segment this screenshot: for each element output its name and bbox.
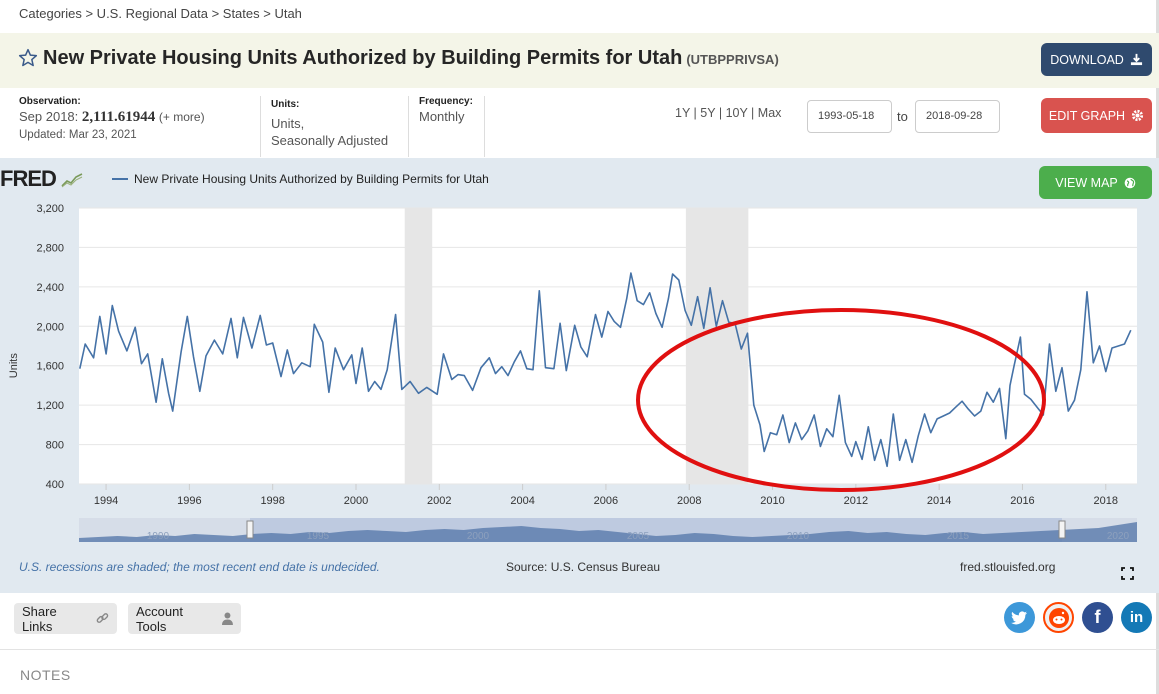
x-tick-label: 2016 — [1010, 495, 1034, 507]
y-tick-label: 2,800 — [36, 242, 64, 254]
y-tick-label: 1,600 — [36, 361, 64, 373]
updated-date: Updated: Mar 23, 2021 — [19, 129, 137, 141]
range-10y[interactable]: 10Y — [725, 106, 748, 120]
fred-url[interactable]: fred.stlouisfed.org — [960, 560, 1056, 574]
notes-divider — [0, 649, 1159, 650]
legend-swatch — [112, 178, 128, 180]
observation-period: Sep 2018: — [19, 109, 79, 124]
x-tick-label: 2002 — [427, 495, 451, 507]
navigator-year-label: 1995 — [307, 531, 330, 542]
title-text: New Private Housing Units Authorized by … — [43, 47, 683, 69]
x-tick-label: 2014 — [927, 495, 951, 507]
chart-legend: New Private Housing Units Authorized by … — [112, 172, 489, 186]
y-tick-label: 3,200 — [36, 203, 64, 215]
range-max[interactable]: Max — [757, 106, 782, 120]
account-tools-label: Account Tools — [136, 603, 183, 634]
units-line2: Seasonally Adjusted — [271, 133, 389, 148]
to-label: to — [897, 109, 908, 124]
fred-logo: FRED — [0, 166, 83, 192]
x-tick-label: 1998 — [260, 495, 284, 507]
recession-band — [404, 208, 433, 484]
observation-block: Observation: Sep 2018: 2,111.61944 (+ mo… — [19, 96, 205, 141]
plot-area — [79, 208, 1137, 484]
start-date-input[interactable]: 1993-05-18 — [807, 100, 892, 133]
title-bar — [0, 33, 1159, 88]
view-map-label: VIEW MAP — [1055, 175, 1118, 190]
gear-icon — [1132, 109, 1144, 122]
account-tools-button[interactable]: Account Tools — [128, 603, 241, 634]
range-navigator[interactable]: 1990 1995 2000 2005 2010 2015 2020 — [0, 516, 1159, 546]
legend-label: New Private Housing Units Authorized by … — [134, 172, 489, 186]
frequency-label: Frequency: — [419, 96, 473, 107]
x-tick-label: 2008 — [677, 495, 701, 507]
y-tick-label: 1,200 — [36, 400, 64, 412]
x-tick-label: 2018 — [1094, 495, 1118, 507]
navigator-handle-right[interactable] — [1058, 520, 1066, 539]
units-line1: Units, — [271, 116, 305, 131]
user-icon — [222, 612, 233, 625]
y-tick-label: 2,400 — [36, 282, 64, 294]
recession-note: U.S. recessions are shaded; the most rec… — [19, 560, 380, 574]
x-tick-label: 1994 — [94, 495, 118, 507]
star-icon[interactable] — [18, 48, 38, 68]
x-tick-label: 2000 — [344, 495, 368, 507]
navigator-year-label: 1990 — [147, 531, 170, 542]
series-id: (UTBPPRIVSA) — [686, 52, 779, 67]
page-title: New Private Housing Units Authorized by … — [43, 47, 779, 70]
share-links-label: Share Links — [22, 603, 57, 634]
y-tick-label: 800 — [46, 440, 64, 452]
end-date-input[interactable]: 2018-09-28 — [915, 100, 1000, 133]
observation-label: Observation: — [19, 96, 81, 107]
navigator-year-label: 2010 — [787, 531, 810, 542]
x-tick-label: 1996 — [177, 495, 201, 507]
x-tick-label: 2006 — [594, 495, 618, 507]
share-links-button[interactable]: Share Links — [14, 603, 117, 634]
breadcrumb[interactable]: Categories > U.S. Regional Data > States… — [19, 6, 302, 21]
download-button[interactable]: DOWNLOAD — [1041, 43, 1152, 76]
navigator-year-label: 2000 — [467, 531, 490, 542]
fred-chart-icon — [61, 173, 83, 188]
edit-graph-button[interactable]: EDIT GRAPH — [1041, 98, 1152, 133]
fred-logo-text: FRED — [0, 166, 57, 191]
recession-band — [685, 208, 749, 484]
range-5y[interactable]: 5Y — [700, 106, 716, 120]
linkedin-icon[interactable]: in — [1121, 602, 1152, 633]
navigator-handle-left[interactable] — [246, 520, 254, 539]
edit-graph-label: EDIT GRAPH — [1048, 108, 1126, 123]
navigator-year-label: 2005 — [627, 531, 650, 542]
frequency-value: Monthly — [419, 109, 465, 124]
units-block: Units: Units, Seasonally Adjusted — [260, 96, 388, 157]
range-links: 1Y | 5Y | 10Y | Max — [675, 106, 782, 120]
range-1y[interactable]: 1Y — [675, 106, 691, 120]
x-tick-label: 2012 — [844, 495, 868, 507]
series-line — [79, 272, 1132, 468]
facebook-icon[interactable]: f — [1082, 602, 1113, 633]
units-label: Units: — [271, 99, 300, 110]
y-tick-label: 400 — [46, 479, 64, 491]
source-text: Source: U.S. Census Bureau — [506, 560, 661, 574]
view-map-button[interactable]: VIEW MAP — [1039, 166, 1152, 199]
navigator-area — [79, 522, 1137, 542]
frequency-block: Frequency: Monthly — [408, 96, 485, 157]
y-tick-label: 2,000 — [36, 321, 64, 333]
line-chart[interactable]: 400 800 1,200 1,600 2,000 2,400 2,800 3,200 Unit… — [0, 200, 1159, 560]
more-link[interactable]: (+ more) — [158, 110, 205, 124]
fullscreen-icon[interactable] — [1121, 567, 1134, 580]
download-label: DOWNLOAD — [1050, 52, 1124, 67]
navigator-year-label: 2015 — [947, 531, 970, 542]
link-icon — [96, 613, 109, 623]
annotation-ellipse — [636, 308, 1046, 492]
navigator-year-label: 2020 — [1107, 531, 1130, 542]
globe-icon — [1124, 177, 1136, 188]
x-tick-label: 2010 — [760, 495, 784, 507]
notes-heading: NOTES — [20, 667, 71, 683]
x-tick-label: 2004 — [510, 495, 534, 507]
download-icon — [1130, 53, 1142, 66]
twitter-icon[interactable] — [1004, 602, 1035, 633]
y-axis-title: Units — [8, 353, 20, 379]
observation-value: 2,111.61944 — [81, 109, 156, 125]
reddit-icon[interactable] — [1043, 602, 1074, 633]
